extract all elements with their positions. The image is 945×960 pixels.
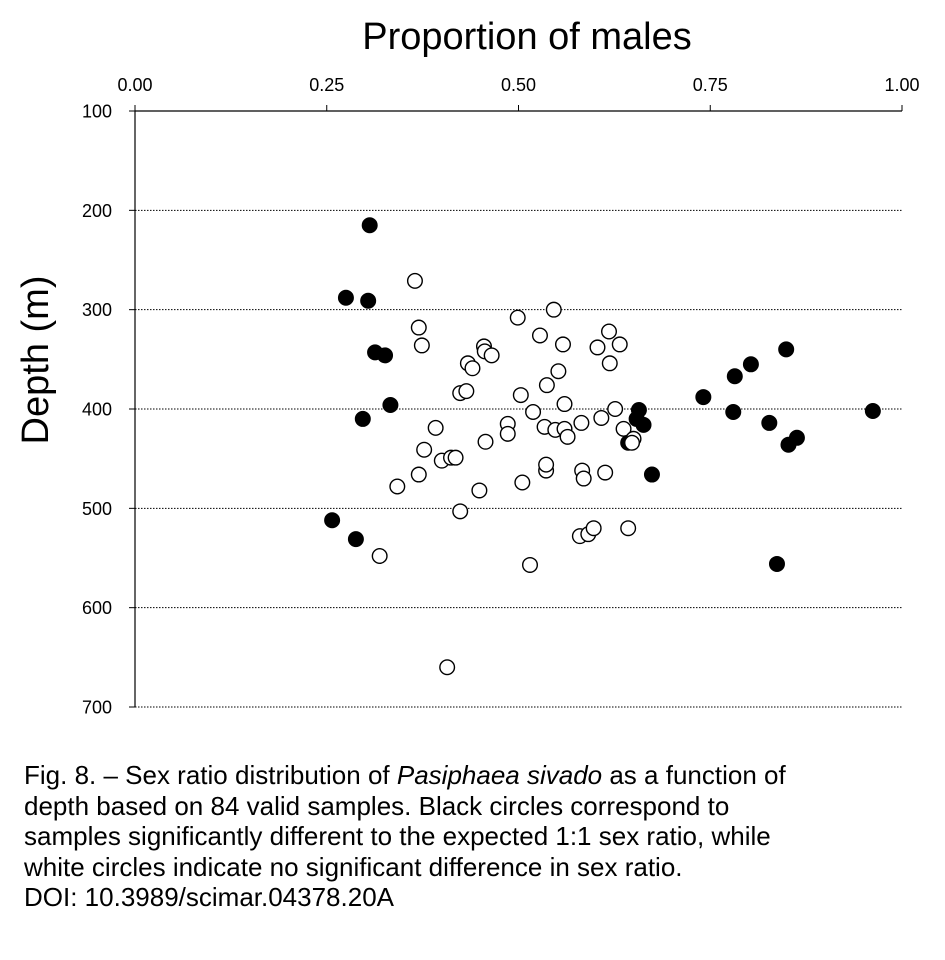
point-not-significant [464,360,481,377]
scatter-plot: Proportion of males Depth (m) 0.00 0.25 0.… [15,16,920,718]
point-not-significant [499,425,516,442]
y-tick-label: 600 [82,598,112,618]
point-not-significant [575,470,592,487]
point-not-significant [538,456,555,473]
point-not-significant [406,272,423,289]
x-tick-labels: 0.00 0.25 0.50 0.75 1.00 [117,75,919,95]
point-significant [337,289,354,306]
point-not-significant [410,466,427,483]
point-significant [630,401,647,418]
point-significant [768,555,785,572]
gridlines [135,209,902,708]
caption-line-4: white circles indicate no significant di… [24,851,683,882]
point-not-significant [371,548,388,565]
point-not-significant [483,347,500,364]
y-tick-label: 200 [82,201,112,221]
point-not-significant [458,383,475,400]
point-not-significant [611,336,628,353]
point-not-significant [601,323,618,340]
caption-line-3: samples significantly different to the e… [24,821,771,851]
point-significant [725,403,742,420]
point-not-significant [554,336,571,353]
point-not-significant [509,309,526,326]
y-tick-label: 400 [82,400,112,420]
point-significant [695,389,712,406]
point-significant [347,531,364,548]
point-not-significant [410,319,427,336]
y-tick-label: 300 [82,300,112,320]
point-significant [726,368,743,385]
point-not-significant [550,363,567,380]
point-not-significant [447,449,464,466]
caption-fig-label: Fig. 8. – Sex ratio distribution of [24,760,397,790]
point-significant [643,466,660,483]
point-significant [360,292,377,309]
point-not-significant [585,520,602,537]
point-not-significant [471,482,488,499]
point-significant [377,347,394,364]
point-not-significant [531,327,548,344]
point-not-significant [620,520,637,537]
point-significant [761,414,778,431]
y-tick-label: 500 [82,499,112,519]
y-tick-labels: 100 200 300 400 500 600 700 [82,102,112,718]
point-not-significant [624,434,641,451]
point-not-significant [593,409,610,426]
point-not-significant [512,387,529,404]
point-significant [864,402,881,419]
point-significant [778,341,795,358]
caption-species-name: Pasiphaea sivado [396,760,603,790]
point-significant [361,217,378,234]
y-tick-label: 100 [82,102,112,122]
point-significant [635,416,652,433]
point-not-significant [522,556,539,573]
x-tick-label: 0.75 [693,75,728,95]
point-not-significant [439,659,456,676]
point-significant [354,410,371,427]
point-not-significant [615,420,632,437]
point-not-significant [556,396,573,413]
x-tick-label: 0.25 [309,75,344,95]
point-not-significant [538,377,555,394]
x-tick-label: 1.00 [884,75,919,95]
point-not-significant [427,419,444,436]
x-tick-label: 0.00 [117,75,152,95]
point-not-significant [589,339,606,356]
point-significant [382,397,399,414]
point-not-significant [573,414,590,431]
point-not-significant [545,301,562,318]
y-axis-title: Depth (m) [15,276,57,445]
point-not-significant [389,478,406,495]
caption-line-1: Fig. 8. – Sex ratio distribution of Pasi… [24,760,929,791]
x-tick-label: 0.50 [501,75,536,95]
caption-line-1-rest: as a function of [602,760,786,790]
point-not-significant [477,433,494,450]
point-not-significant [514,474,531,491]
point-significant [742,356,759,373]
x-axis-title: Proportion of males [362,16,692,58]
point-significant [788,429,805,446]
axes [129,105,903,708]
figure-caption: Fig. 8. – Sex ratio distribution of Pasi… [24,760,929,913]
point-significant [324,512,341,529]
point-not-significant [597,464,614,481]
y-tick-label: 700 [82,698,112,718]
point-not-significant [525,403,542,420]
point-not-significant [452,503,469,520]
caption-line-2: depth based on 84 valid samples. Black c… [24,790,730,821]
point-not-significant [559,428,576,445]
point-not-significant [607,401,624,418]
point-not-significant [416,441,433,458]
data-points [324,217,881,676]
point-not-significant [601,355,618,372]
caption-doi: DOI: 10.3989/scimar.04378.20A [24,882,395,912]
point-not-significant [413,337,430,354]
